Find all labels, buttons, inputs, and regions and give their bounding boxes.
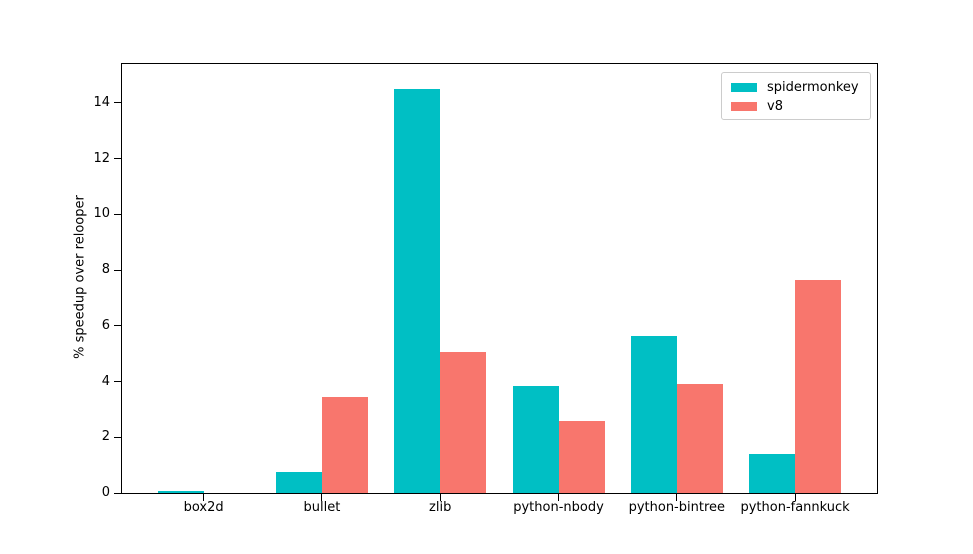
y-tick-label: 4 xyxy=(101,373,110,389)
y-tick-label: 2 xyxy=(101,429,110,445)
x-tick-label-box2d: box2d xyxy=(183,500,224,515)
y-tick-label: 10 xyxy=(93,206,110,222)
bar-spidermonkey-bullet xyxy=(275,472,322,493)
x-tick-mark xyxy=(439,494,441,501)
bar-spidermonkey-python-nbody xyxy=(512,385,559,493)
y-tick-mark xyxy=(114,269,121,271)
legend-swatch-v8 xyxy=(731,102,757,111)
bar-v8-bullet xyxy=(321,396,368,493)
bar-spidermonkey-python-bintree xyxy=(630,335,677,493)
y-tick-mark xyxy=(114,436,121,438)
legend-label: spidermonkey xyxy=(767,80,859,95)
x-tick-label-python-bintree: python-bintree xyxy=(628,500,725,515)
x-tick-mark xyxy=(558,494,559,501)
bar-v8-python-bintree xyxy=(676,384,723,493)
y-tick-mark xyxy=(114,102,121,104)
bar-spidermonkey-box2d xyxy=(157,490,204,493)
legend-item-v8: v8 xyxy=(722,97,870,116)
y-axis-label: % speedup over relooper xyxy=(72,195,88,359)
bar-spidermonkey-zlib xyxy=(394,89,441,493)
y-tick-label: 8 xyxy=(101,262,110,278)
legend-swatch-spidermonkey xyxy=(731,83,757,92)
x-tick-mark xyxy=(203,494,205,501)
y-tick-mark xyxy=(114,158,121,160)
bar-v8-zlib xyxy=(440,352,487,493)
y-tick-mark xyxy=(114,325,121,327)
y-tick-mark xyxy=(114,381,121,383)
legend-item-spidermonkey: spidermonkey xyxy=(722,78,870,97)
plot-area: spidermonkey v8 0 2 4 6 8 10 12 14 box2d bullet zl… xyxy=(93,63,878,515)
x-tick-mark xyxy=(794,494,796,501)
x-tick-label-zlib: zlib xyxy=(429,500,452,515)
x-tick-label-python-nbody: python-nbody xyxy=(513,500,604,515)
y-tick-mark xyxy=(114,213,121,215)
bar-spidermonkey-python-fannkuck xyxy=(749,454,796,493)
y-tick-label: 0 xyxy=(101,485,110,500)
x-tick-mark xyxy=(676,494,678,501)
legend: spidermonkey v8 xyxy=(721,72,871,120)
y-tick-mark xyxy=(114,492,121,494)
y-tick-label: 14 xyxy=(93,94,110,110)
y-tick-label: 12 xyxy=(93,150,110,166)
y-tick-label: 6 xyxy=(101,317,110,333)
bar-v8-python-nbody xyxy=(558,420,605,493)
x-tick-mark xyxy=(321,494,323,501)
legend-label: v8 xyxy=(767,99,783,114)
bar-v8-python-fannkuck xyxy=(795,279,842,493)
x-tick-label-python-fannkuck: python-fannkuck xyxy=(740,500,850,515)
x-tick-label-bullet: bullet xyxy=(303,500,341,515)
